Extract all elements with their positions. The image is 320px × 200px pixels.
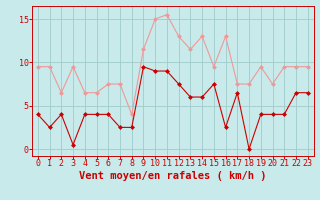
X-axis label: Vent moyen/en rafales ( km/h ): Vent moyen/en rafales ( km/h ) <box>79 171 267 181</box>
